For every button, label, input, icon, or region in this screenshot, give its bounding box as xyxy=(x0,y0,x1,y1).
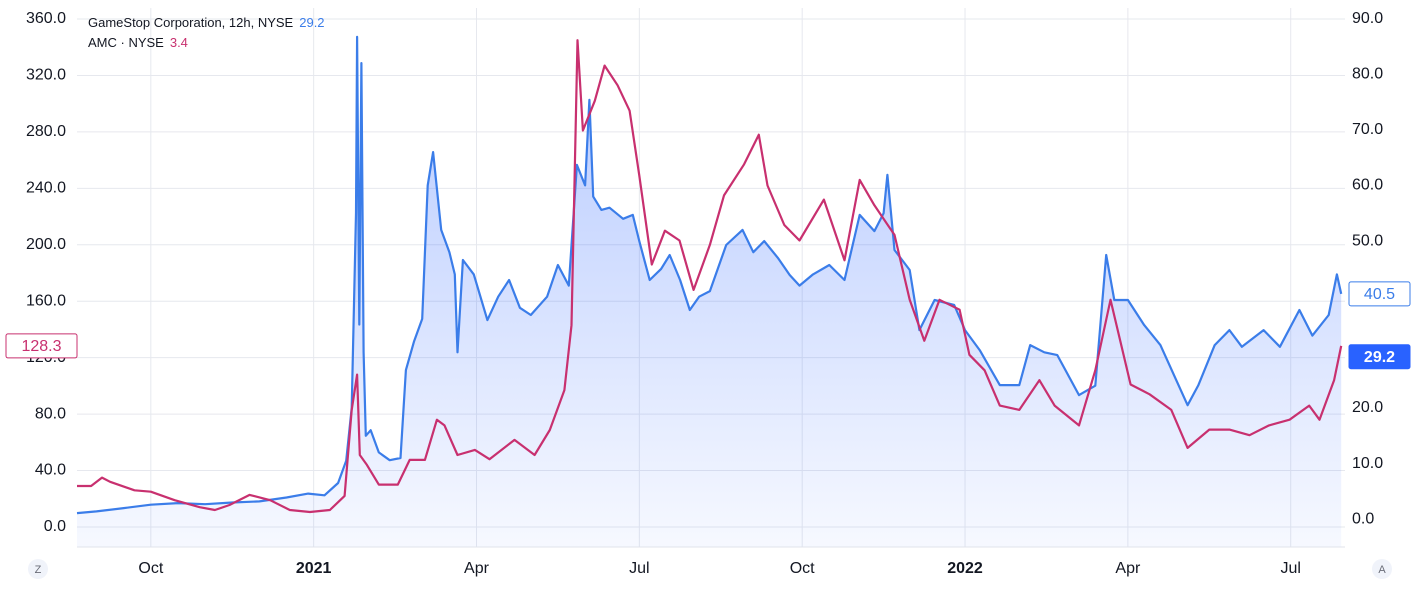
x-tick-label: Apr xyxy=(464,560,490,577)
price-label-box xyxy=(5,333,78,359)
y-tick-label: 0.0 xyxy=(44,518,66,535)
x-tick-label: 2021 xyxy=(296,560,332,577)
y-tick-label: 240.0 xyxy=(26,180,66,197)
y-tick-label: 40.0 xyxy=(35,462,66,479)
y2-tick-label: 90.0 xyxy=(1352,10,1383,27)
x-tick-label: Jul xyxy=(629,560,649,577)
line xyxy=(76,35,1343,515)
legend-value: 29.2 xyxy=(299,15,324,30)
y2-tick-label: 70.0 xyxy=(1352,121,1383,138)
x-tick-label: Oct xyxy=(138,560,163,577)
price-label-box xyxy=(1348,344,1411,370)
scale-button-label[interactable]: Z xyxy=(35,564,42,576)
y2-tick-label: 0.0 xyxy=(1352,510,1374,527)
y2-tick-label: 50.0 xyxy=(1352,232,1383,249)
legend-name: AMC · NYSE xyxy=(88,35,164,50)
price-label-box xyxy=(1348,281,1411,307)
x-tick-label: Apr xyxy=(1115,560,1141,577)
scale-button[interactable]: A xyxy=(1372,559,1392,579)
y-tick-label: 360.0 xyxy=(26,10,66,27)
y-tick-label: 320.0 xyxy=(26,67,66,84)
x-tick-label: 2022 xyxy=(947,560,983,577)
y2-tick-label: 10.0 xyxy=(1352,455,1383,472)
y-tick-label: 160.0 xyxy=(26,292,66,309)
price-label: 29.2 xyxy=(1364,349,1395,366)
legend-name: GameStop Corporation, 12h, NYSE xyxy=(88,15,294,30)
legend-entry: AMC · NYSE 3.4 xyxy=(88,35,188,50)
x-tick-label: Jul xyxy=(1280,560,1300,577)
y2-tick-label: 20.0 xyxy=(1352,399,1383,416)
y-tick-label: 280.0 xyxy=(26,123,66,140)
legend-value: 3.4 xyxy=(170,35,188,50)
scale-button-bg[interactable] xyxy=(28,559,48,579)
scale-button[interactable]: Z xyxy=(28,559,48,579)
price-label: 128.3 xyxy=(21,338,61,355)
y2-tick-label: 60.0 xyxy=(1352,177,1383,194)
scale-button-label[interactable]: A xyxy=(1378,564,1386,576)
y-tick-label: 200.0 xyxy=(26,236,66,253)
x-tick-label: Oct xyxy=(790,560,815,577)
price-label: 40.5 xyxy=(1364,286,1395,303)
legend-entry: GameStop Corporation, 12h, NYSE 29.2 xyxy=(88,15,325,30)
line xyxy=(77,39,1343,514)
y-tick-label: 80.0 xyxy=(35,405,66,422)
scale-button-bg[interactable] xyxy=(1372,559,1392,579)
y2-tick-label: 80.0 xyxy=(1352,65,1383,82)
